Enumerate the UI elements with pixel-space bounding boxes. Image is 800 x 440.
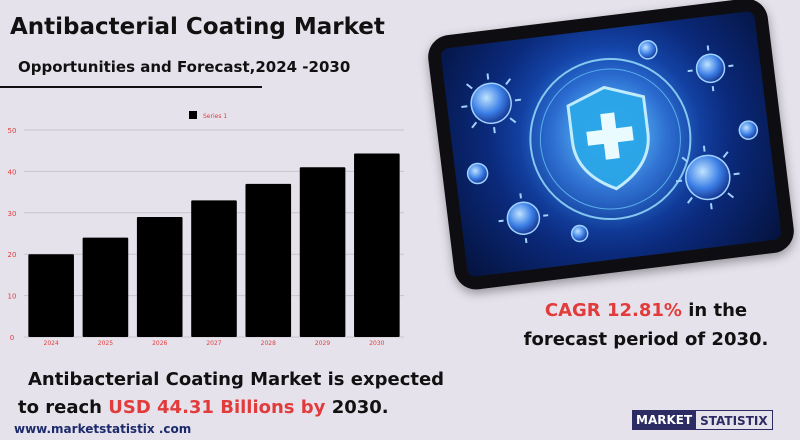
shield-cross-virus-illustration (440, 10, 782, 278)
bar (82, 237, 129, 337)
cagr-callout: CAGR 12.81% in the forecast period of 20… (520, 296, 772, 354)
y-tick-label: 30 (8, 210, 17, 218)
tablet-illustration (425, 0, 797, 292)
legend-label: Series 1 (203, 113, 227, 120)
bar (136, 216, 183, 337)
bar (245, 183, 292, 337)
x-tick-label: 2026 (152, 340, 167, 347)
x-tick-label: 2027 (206, 340, 221, 347)
statement-suffix: 2030. (331, 397, 389, 418)
x-tick-label: 2024 (44, 340, 59, 347)
cagr-value: 12.81% (606, 300, 682, 321)
bar (28, 254, 74, 337)
y-tick-label: 40 (8, 168, 17, 176)
brand-logo: MARKET STATISTIX (632, 410, 786, 430)
cagr-suffix: in the (688, 300, 748, 321)
legend-swatch (189, 111, 197, 119)
logo-part1: MARKET (632, 410, 697, 430)
website-link[interactable]: www.marketstatistix .com (14, 422, 192, 436)
market-statement: Antibacterial Coating Market is expected… (18, 366, 488, 422)
x-tick-label: 2028 (261, 340, 276, 347)
cagr-label: CAGR (544, 300, 601, 321)
logo-part2: STATISTIX (696, 410, 773, 430)
bar (354, 153, 400, 337)
bar (191, 200, 237, 337)
page-subtitle: Opportunities and Forecast,2024 -2030 (18, 58, 351, 76)
statement-value: USD 44.31 Billions by (108, 397, 326, 418)
statement-line1: Antibacterial Coating Market is expected (28, 369, 445, 390)
statement-line2: to reach USD 44.31 Billions by 2030. (18, 394, 488, 422)
y-tick-label: 50 (8, 127, 17, 135)
page-title: Antibacterial Coating Market (10, 14, 385, 40)
cagr-line2: forecast period of 2030. (523, 329, 769, 350)
bar (299, 167, 346, 337)
statement-prefix: to reach (18, 397, 102, 418)
y-tick-label: 20 (8, 251, 17, 259)
y-tick-label: 0 (10, 334, 14, 342)
x-tick-label: 2030 (369, 340, 384, 347)
x-tick-label: 2029 (315, 340, 330, 347)
title-divider (0, 86, 262, 88)
y-tick-label: 10 (8, 293, 17, 301)
x-tick-label: 2025 (98, 340, 113, 347)
